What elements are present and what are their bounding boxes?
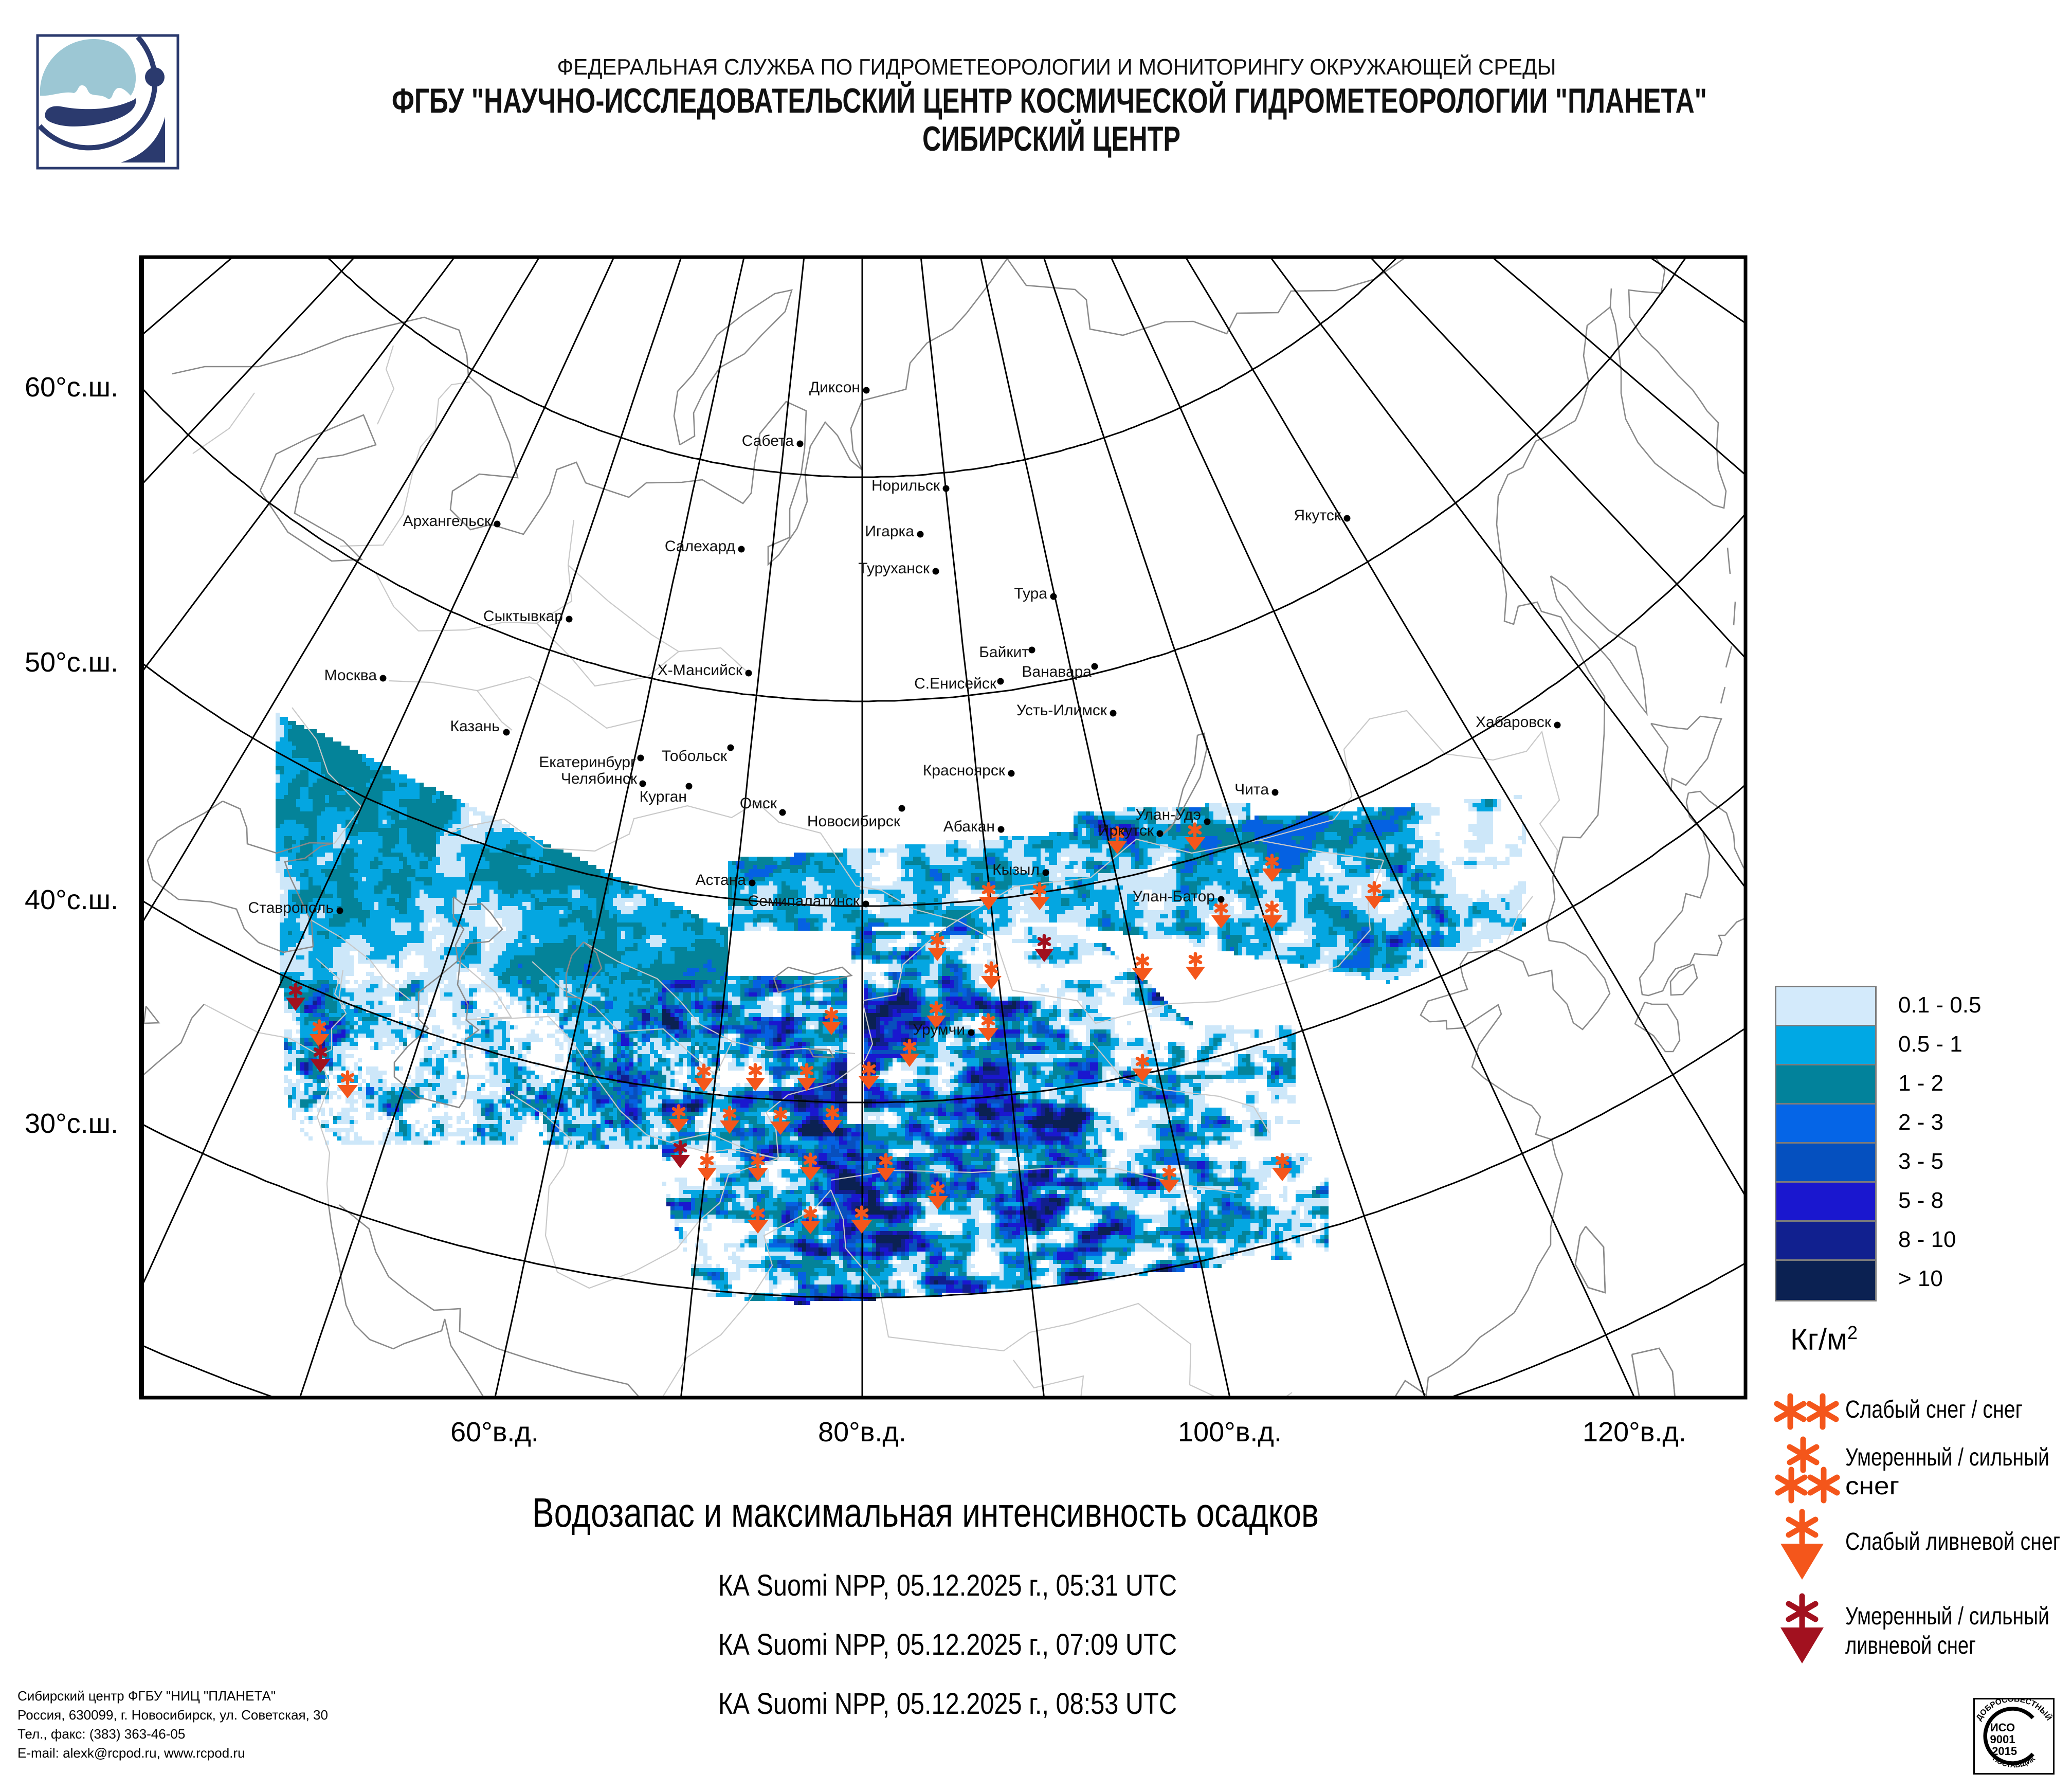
svg-text:С.Енисейск: С.Енисейск xyxy=(914,675,997,692)
svg-text:Кызыл: Кызыл xyxy=(992,861,1040,878)
svg-text:КА Suomi NPP, 05.12.2025 г., 0: КА Suomi NPP, 05.12.2025 г., 08:53 UTC xyxy=(718,1687,1177,1721)
svg-text:Хабаровск: Хабаровск xyxy=(1476,714,1552,731)
svg-text:Улан-Удэ: Улан-Удэ xyxy=(1135,806,1201,823)
svg-text:Туруханск: Туруханск xyxy=(858,560,930,577)
svg-text:Екатеринбург: Екатеринбург xyxy=(539,754,636,771)
svg-text:Умеренный / сильный: Умеренный / сильный xyxy=(1845,1444,2049,1471)
svg-text:КА Suomi NPP, 05.12.2025 г., 0: КА Suomi NPP, 05.12.2025 г., 05:31 UTC xyxy=(718,1569,1177,1602)
svg-text:Усть-Илимск: Усть-Илимск xyxy=(1016,702,1107,719)
svg-text:Норильск: Норильск xyxy=(871,477,940,494)
svg-text:Семипалатинск: Семипалатинск xyxy=(748,893,860,910)
svg-text:Астана: Астана xyxy=(696,872,747,889)
svg-text:Урумчи: Урумчи xyxy=(913,1021,965,1038)
svg-text:Чита: Чита xyxy=(1234,781,1269,798)
svg-text:Диксон: Диксон xyxy=(809,379,860,396)
svg-text:-2015: -2015 xyxy=(1988,1745,2017,1758)
svg-text:Иркутск: Иркутск xyxy=(1098,822,1154,839)
svg-text:Якутск: Якутск xyxy=(1294,507,1341,524)
svg-text:Омск: Омск xyxy=(740,795,777,812)
svg-text:Игарка: Игарка xyxy=(865,523,914,540)
svg-text:Красноярск: Красноярск xyxy=(923,762,1006,779)
svg-text:ИСО: ИСО xyxy=(1990,1721,2015,1734)
svg-text:Байкит: Байкит xyxy=(979,644,1029,661)
svg-text:снег: снег xyxy=(1845,1473,1899,1500)
svg-text:Водозапас и максимальная интен: Водозапас и максимальная интенсивность о… xyxy=(532,1490,1319,1535)
svg-text:Слабый снег / снег: Слабый снег / снег xyxy=(1845,1396,2023,1423)
svg-text:Архангельск: Архангельск xyxy=(403,513,491,530)
svg-text:Салехард: Салехард xyxy=(665,538,735,555)
svg-text:Москва: Москва xyxy=(324,667,377,684)
svg-text:ливневой снег: ливневой снег xyxy=(1845,1632,1976,1659)
svg-text:Новосибирск: Новосибирск xyxy=(807,813,901,830)
svg-text:Слабый ливневой снег: Слабый ливневой снег xyxy=(1845,1528,2060,1555)
svg-text:Курган: Курган xyxy=(640,788,687,805)
svg-text:Абакан: Абакан xyxy=(943,818,995,835)
svg-text:Тобольск: Тобольск xyxy=(662,748,728,765)
svg-text:9001: 9001 xyxy=(1990,1733,2015,1746)
svg-text:Х-Мансийск: Х-Мансийск xyxy=(658,662,743,679)
svg-text:СИБИРСКИЙ ЦЕНТР: СИБИРСКИЙ ЦЕНТР xyxy=(922,119,1180,158)
svg-text:Казань: Казань xyxy=(450,718,500,735)
svg-text:Ванавара: Ванавара xyxy=(1022,663,1092,680)
svg-text:ФЕДЕРАЛЬНАЯ СЛУЖБА ПО ГИДРОМЕТ: ФЕДЕРАЛЬНАЯ СЛУЖБА ПО ГИДРОМЕТЕОРОЛОГИИ … xyxy=(557,53,1556,80)
svg-text:Умеренный / сильный: Умеренный / сильный xyxy=(1845,1603,2049,1630)
svg-text:Ставрополь: Ставрополь xyxy=(248,899,334,916)
svg-text:Тура: Тура xyxy=(1014,585,1047,602)
svg-text:Сабета: Сабета xyxy=(742,432,794,449)
svg-text:Сыктывкар: Сыктывкар xyxy=(483,608,563,625)
svg-text:Челябинск: Челябинск xyxy=(561,770,638,787)
svg-text:Улан-Батор: Улан-Батор xyxy=(1133,888,1215,905)
svg-text:КА Suomi NPP, 05.12.2025 г., 0: КА Suomi NPP, 05.12.2025 г., 07:09 UTC xyxy=(718,1628,1177,1661)
svg-text:ФГБУ "НАУЧНО-ИССЛЕДОВАТЕЛЬСКИЙ: ФГБУ "НАУЧНО-ИССЛЕДОВАТЕЛЬСКИЙ ЦЕНТР КОС… xyxy=(392,81,1707,120)
